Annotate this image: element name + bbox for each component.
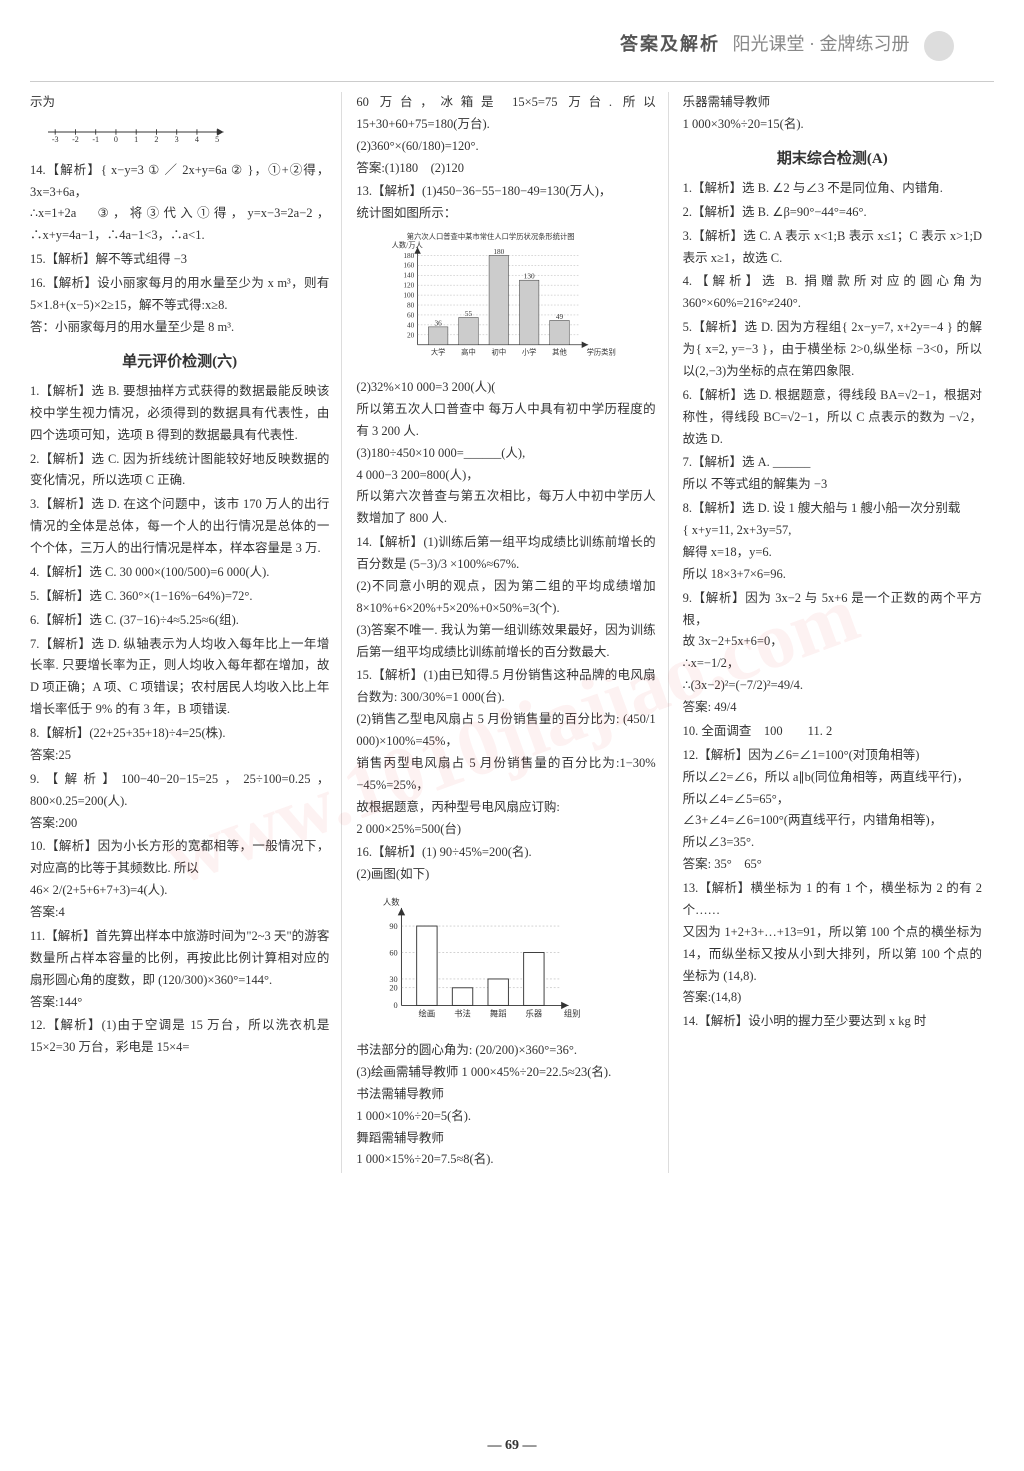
pretext: 示为	[30, 92, 329, 114]
svg-text:180: 180	[494, 247, 505, 256]
unit-2: 2.【解析】选 C. 因为折线统计图能较好地反映数据的变化情况，所以选项 C 正…	[30, 449, 329, 493]
final-3: 3.【解析】选 C. A 表示 x<1;B 表示 x≤1；C 表示 x>1;D …	[683, 226, 982, 270]
svg-text:160: 160	[404, 261, 415, 270]
item-16d: 书法部分的圆心角为: (20/200)×360°=36°.(3)绘画需辅导教师 …	[356, 1040, 655, 1171]
svg-text:20: 20	[407, 330, 415, 339]
header-title: 答案及解析	[620, 34, 720, 54]
svg-text:高中: 高中	[462, 348, 477, 357]
unit-3: 3.【解析】选 D. 在这个问题中，该市 170 万人的出行情况的全体是总体，每…	[30, 494, 329, 560]
svg-text:180: 180	[404, 251, 415, 260]
content-columns: 示为 -3 -2 -1 0 1 2 3 4 5 14.【解析】{ x−y=3 ① ／ 2x+y=…	[30, 82, 994, 1173]
svg-text:舞蹈: 舞蹈	[490, 1009, 507, 1019]
svg-text:120: 120	[404, 281, 415, 290]
final-10-11: 10. 全面调查 100 11. 2	[683, 721, 982, 743]
svg-text:140: 140	[404, 271, 415, 280]
page-number: — 69 —	[0, 1435, 1024, 1457]
final-4: 4.【解析】选 B. 捐赠款所对应的圆心角为 360°×60%=216°≠240…	[683, 271, 982, 315]
chart1-xlabel: 学历类别	[587, 348, 616, 357]
svg-text:3: 3	[175, 135, 179, 144]
svg-text:60: 60	[390, 948, 398, 957]
svg-text:40: 40	[407, 320, 415, 329]
svg-text:小学: 小学	[522, 348, 537, 357]
unit-5: 5.【解析】选 C. 360°×(1−16%−64%)=72°.	[30, 586, 329, 608]
svg-text:2: 2	[154, 135, 158, 144]
final-section-title: 期末综合检测(A)	[683, 146, 982, 172]
svg-text:绘画: 绘画	[419, 1009, 436, 1019]
svg-text:49: 49	[556, 312, 564, 321]
svg-text:20: 20	[390, 984, 398, 993]
chart2-xlabel: 组别	[564, 1009, 581, 1019]
svg-text:书法: 书法	[455, 1009, 472, 1019]
header-subtitle: 阳光课堂 · 金牌练习册	[733, 34, 910, 54]
item-16c: 16.【解析】(1) 90÷45%=200(名).(2)画图(如下)	[356, 842, 655, 886]
chart1-title: 第六次人口普查中某市常住人口学历状况条形统计图	[407, 232, 575, 241]
svg-text:30: 30	[390, 975, 398, 984]
svg-text:0: 0	[394, 1001, 398, 1010]
final-13: 13.【解析】横坐标为 1 的有 1 个，横坐标为 2 的有 2 个……又因为 …	[683, 878, 982, 1009]
unit-7: 7.【解析】选 D. 纵轴表示为人均收入每年比上一年增长率. 只要增长率为正，则…	[30, 634, 329, 722]
final-6: 6.【解析】选 D. 根据题意，得线段 BA=√2−1，根据对称性，得线段 BC…	[683, 385, 982, 451]
svg-text:乐器: 乐器	[526, 1009, 543, 1019]
final-5: 5.【解析】选 D. 因为方程组{ 2x−y=7, x+2y=−4 } 的解为{…	[683, 317, 982, 383]
item-16: 16.【解析】设小丽家每月的用水量至少为 x m³，则有 5×1.8+(x−5)…	[30, 273, 329, 339]
chart1-ylabel: 人数/万人	[392, 240, 424, 249]
svg-text:4: 4	[195, 135, 199, 144]
item-14b: 14.【解析】(1)训练后第一组平均成绩比训练前增长的百分数是 (5−3)/3 …	[356, 532, 655, 663]
column-2: 60 万台，冰箱是 15×5=75 万台. 所以 15+30+60+75=180…	[356, 92, 668, 1173]
item-14: 14.【解析】{ x−y=3 ① ／ 2x+y=6a ② }，①+②得，3x=3…	[30, 160, 329, 248]
unit-section-title: 单元评价检测(六)	[30, 349, 329, 375]
final-8: 8.【解析】选 D. 设 1 艘大船与 1 艘小船一次分别载{ x+y=11, …	[683, 498, 982, 586]
svg-text:130: 130	[524, 272, 535, 281]
svg-text:大学: 大学	[431, 348, 446, 357]
unit-9: 9.【解析】100−40−20−15=25，25÷100=0.25，800×0.…	[30, 769, 329, 835]
unit-10: 10.【解析】因为小长方形的宽都相等，一般情况下，对应高的比等于其频数比. 所以…	[30, 836, 329, 924]
svg-text:60: 60	[407, 311, 415, 320]
final-1: 1.【解析】选 B. ∠2 与∠3 不是同位角、内错角.	[683, 178, 982, 200]
column-3: 乐器需辅导教师1 000×30%÷20=15(名). 期末综合检测(A) 1.【…	[683, 92, 994, 1173]
item-15b: 15.【解析】(1)由已知得.5 月份销售这种品牌的电风扇台数为: 300/30…	[356, 665, 655, 840]
final-2: 2.【解析】选 B. ∠β=90°−44°=46°.	[683, 202, 982, 224]
svg-text:55: 55	[465, 309, 473, 318]
final-14: 14.【解析】设小明的握力至少要达到 x kg 时	[683, 1011, 982, 1033]
svg-text:初中: 初中	[492, 348, 507, 357]
book-logo-icon	[924, 31, 954, 61]
arts-bar-chart: 人数 2030 60 90 0 绘画 书法 舞蹈 乐器 组别	[356, 894, 595, 1024]
unit-8: 8.【解析】(22+25+35+18)÷4=25(株).答案:25	[30, 723, 329, 767]
svg-text:5: 5	[215, 135, 219, 144]
final-12: 12.【解析】因为∠6=∠1=100°(对顶角相等)所以∠2=∠6，所以 a∥b…	[683, 745, 982, 876]
item-15: 15.【解析】解不等式组得 −3	[30, 249, 329, 271]
unit-11: 11.【解析】首先算出样本中旅游时间为"2~3 天"的游客数量所占样本容量的比例…	[30, 926, 329, 1014]
census-bar-chart: 第六次人口普查中某市常住人口学历状况条形统计图 人数/万人 2040608010…	[356, 231, 625, 361]
number-line-diagram: -3 -2 -1 0 1 2 3 4 5	[48, 120, 228, 144]
column-1: 示为 -3 -2 -1 0 1 2 3 4 5 14.【解析】{ x−y=3 ① ／ 2x+y=…	[30, 92, 342, 1173]
svg-text:90: 90	[390, 922, 398, 931]
item-12-cont: 60 万台，冰箱是 15×5=75 万台. 所以 15+30+60+75=180…	[356, 92, 655, 180]
final-7: 7.【解析】选 A. ______所以 不等式组的解集为 −3	[683, 452, 982, 496]
item-16-cont: 乐器需辅导教师1 000×30%÷20=15(名).	[683, 92, 982, 136]
svg-text:0: 0	[114, 135, 118, 144]
svg-text:100: 100	[404, 291, 415, 300]
unit-6: 6.【解析】选 C. (37−16)÷4≈5.25≈6(组).	[30, 610, 329, 632]
final-9: 9.【解析】因为 3x−2 与 5x+6 是一个正数的两个平方根，故 3x−2+…	[683, 588, 982, 719]
svg-text:-1: -1	[92, 135, 99, 144]
item-13: 13.【解析】(1)450−36−55−180−49=130(万人)，统计图如图…	[356, 181, 655, 225]
item-13b: (2)32%×10 000=3 200(人)(所以第五次人口普查中 每万人中具有…	[356, 377, 655, 530]
svg-text:36: 36	[435, 318, 443, 327]
unit-1: 1.【解析】选 B. 要想抽样方式获得的数据最能反映该校中学生视力情况，必须得到…	[30, 381, 329, 447]
svg-text:-2: -2	[72, 135, 79, 144]
svg-text:1: 1	[134, 135, 138, 144]
svg-text:-3: -3	[52, 135, 59, 144]
svg-text:其他: 其他	[553, 348, 568, 357]
chart2-ylabel: 人数	[383, 897, 400, 907]
unit-4: 4.【解析】选 C. 30 000×(100/500)=6 000(人).	[30, 562, 329, 584]
unit-12: 12.【解析】(1)由于空调是 15 万台，所以洗衣机是 15×2=30 万台，…	[30, 1015, 329, 1059]
page-header: 答案及解析 阳光课堂 · 金牌练习册	[30, 20, 994, 82]
svg-text:80: 80	[407, 301, 415, 310]
